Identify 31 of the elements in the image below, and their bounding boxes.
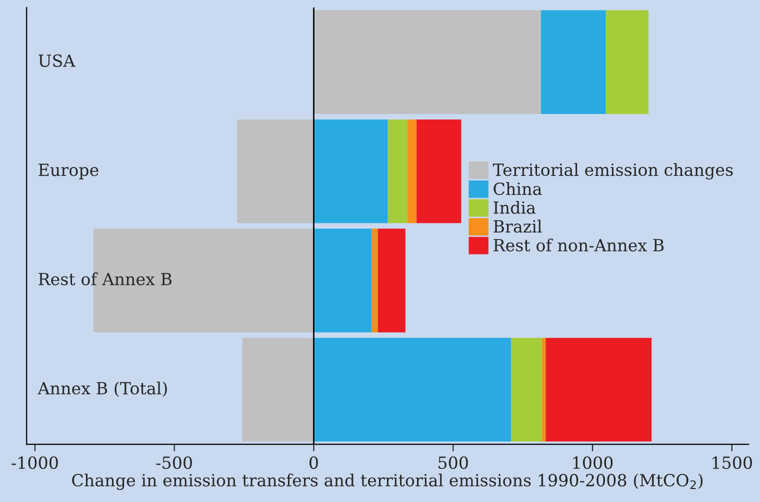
bar [511, 338, 542, 442]
x-axis-title: Change in emission transfers and territorial emissions 1990-2008 (MtCO$_{2}$) [72, 474, 703, 490]
legend-label: Brazil [494, 220, 542, 233]
x-tick-label: 1500 [712, 456, 752, 469]
x-tick-label: -500 [156, 456, 192, 469]
bar [242, 338, 314, 442]
bar [388, 119, 408, 224]
bar [540, 10, 606, 114]
y-tick-label: Europe [38, 164, 98, 180]
bar [314, 119, 388, 224]
bar [378, 228, 406, 332]
bar [314, 228, 372, 332]
legend-label: China [494, 182, 542, 196]
legend-label: India [494, 200, 536, 214]
x-tick-label: -1000 [12, 456, 58, 469]
bar [546, 338, 652, 442]
legend-label: Rest of non-Annex B [494, 238, 664, 252]
y-tick-label: USA [38, 54, 76, 67]
bar [237, 119, 314, 224]
legend-label: Territorial emission changes [492, 163, 733, 180]
x-tick-label: 1000 [573, 456, 613, 469]
y-tick-label: Annex B (Total) [38, 382, 167, 397]
bar [372, 228, 378, 332]
bar [314, 338, 512, 442]
y-tick-label: Rest of Annex B [38, 272, 172, 286]
x-tick-label: 0 [310, 456, 318, 469]
bar [416, 119, 462, 224]
bar [314, 10, 541, 114]
bar [407, 119, 417, 224]
x-tick-label: 500 [438, 456, 468, 469]
bar [606, 10, 649, 114]
